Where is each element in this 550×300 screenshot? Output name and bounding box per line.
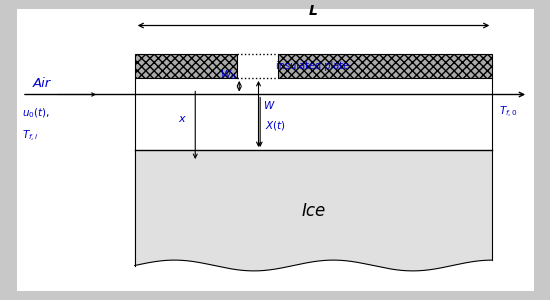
Text: $x$: $x$ xyxy=(178,114,187,124)
Text: $T_{f,0}$: $T_{f,0}$ xyxy=(499,105,518,120)
Text: $X(t)$: $X(t)$ xyxy=(265,119,285,132)
Text: $u_0(t),$: $u_0(t),$ xyxy=(22,106,50,120)
Text: L: L xyxy=(309,4,318,18)
Text: $W_0$: $W_0$ xyxy=(220,68,236,82)
Polygon shape xyxy=(135,150,492,271)
Bar xyxy=(135,54,236,78)
Text: $T_{f,i}$: $T_{f,i}$ xyxy=(22,129,38,144)
Text: Ice: Ice xyxy=(301,202,326,220)
Text: insulated plate: insulated plate xyxy=(277,61,349,71)
Text: Air: Air xyxy=(33,77,51,90)
Bar xyxy=(278,54,492,78)
Text: $W$: $W$ xyxy=(263,99,276,111)
